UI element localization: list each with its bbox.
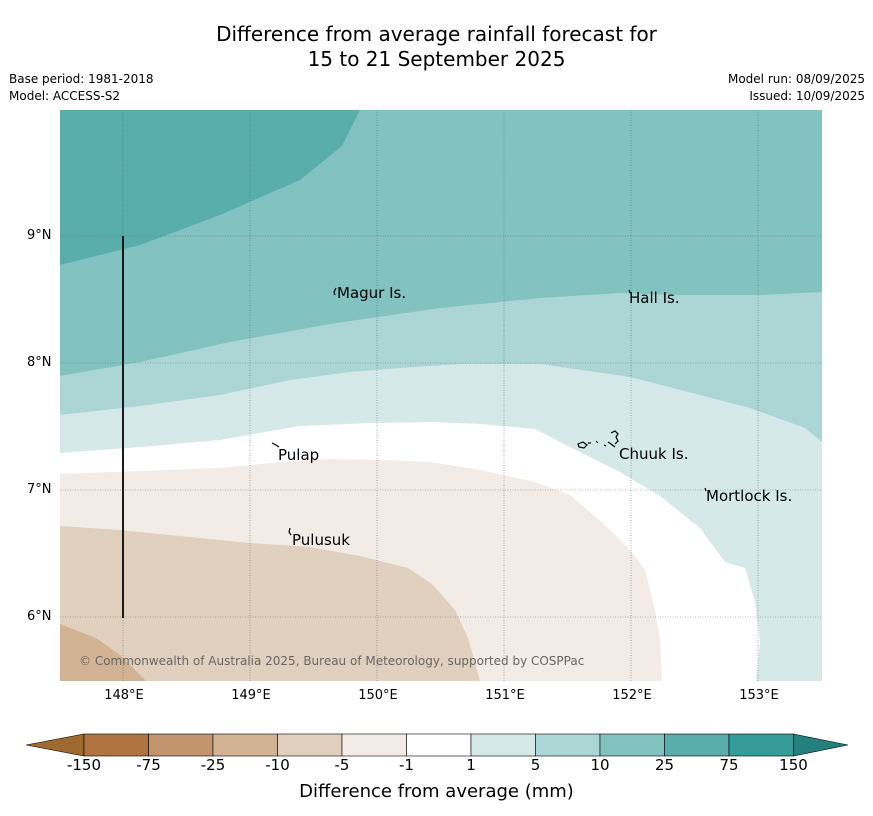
- lon-label-151e: 151°E: [485, 688, 525, 703]
- model-run-text: Model run: 08/09/2025: [727, 72, 865, 86]
- colorbar-extend-high: [793, 733, 849, 757]
- lat-label-9n: 9°N: [27, 228, 52, 243]
- lat-label-7n: 7°N: [27, 482, 52, 497]
- place-chuuk: Chuuk Is.: [619, 445, 688, 463]
- base-period-text: Base period: 1981-2018: [9, 72, 154, 86]
- place-hall: Hall Is.: [629, 289, 680, 307]
- colorbar-extend-low: [26, 733, 85, 757]
- place-pulap: Pulap: [278, 446, 319, 464]
- colorbar-tick-label: -75: [136, 756, 161, 774]
- colorbar-segment: [535, 733, 601, 757]
- colorbar-tick-label: 10: [590, 756, 610, 774]
- forecast-map: Magur Is. Hall Is. Pulap Chuuk Is. Mortl…: [60, 110, 822, 681]
- lat-label-8n: 8°N: [27, 355, 52, 370]
- colorbar-tick-label: -10: [265, 756, 290, 774]
- colorbar-segment: [664, 733, 730, 757]
- title-line-2: 15 to 21 September 2025: [307, 47, 566, 71]
- lon-label-152e: 152°E: [612, 688, 652, 703]
- colorbar-tick-label: -5: [334, 756, 350, 774]
- colorbar-segment: [728, 733, 794, 757]
- lon-label-150e: 150°E: [358, 688, 398, 703]
- copyright-text: © Commonwealth of Australia 2025, Bureau…: [79, 654, 584, 668]
- colorbar-segment: [599, 733, 665, 757]
- meta-right: Model run: 08/09/2025 Issued: 10/09/2025: [728, 71, 865, 105]
- meta-left: Base period: 1981-2018 Model: ACCESS-S2: [9, 71, 154, 105]
- lon-label-148e: 148°E: [104, 688, 144, 703]
- lat-label-6n: 6°N: [27, 609, 52, 624]
- colorbar-label: Difference from average (mm): [299, 781, 574, 802]
- issued-text: Issued: 10/09/2025: [749, 89, 865, 103]
- graticule: [60, 110, 822, 681]
- place-magur: Magur Is.: [337, 284, 406, 302]
- colorbar-segment: [341, 733, 407, 757]
- colorbar-tick-label: 75: [719, 756, 739, 774]
- colorbar-segment: [148, 733, 214, 757]
- place-pulusuk: Pulusuk: [292, 531, 350, 549]
- colorbar-segment: [406, 733, 472, 757]
- colorbar: [26, 733, 849, 757]
- colorbar-segment: [470, 733, 536, 757]
- lon-label-149e: 149°E: [231, 688, 271, 703]
- colorbar-tick-label: 1: [466, 756, 476, 774]
- colorbar-tick-label: -1: [399, 756, 414, 774]
- colorbar-segment: [83, 733, 149, 757]
- colorbar-tick-label: 5: [530, 756, 541, 774]
- lon-label-153e: 153°E: [739, 688, 779, 703]
- map-title: Difference from average rainfall forecas…: [0, 22, 873, 72]
- place-mortlock: Mortlock Is.: [706, 487, 792, 505]
- title-line-1: Difference from average rainfall forecas…: [216, 22, 657, 46]
- band-minus-10-minus-5: [60, 526, 480, 681]
- colorbar-segment: [212, 733, 278, 757]
- band-25-75: [60, 110, 360, 265]
- colorbar-tick-label: -150: [66, 756, 102, 774]
- band-minus-25-minus-10: [60, 624, 146, 681]
- model-text: Model: ACCESS-S2: [9, 89, 121, 103]
- colorbar-tick-label: 25: [654, 756, 675, 774]
- colorbar-segment: [277, 733, 343, 757]
- colorbar-tick-label: 150: [779, 756, 808, 774]
- colorbar-tick-label: -25: [200, 756, 226, 774]
- island-outlines: [271, 287, 707, 536]
